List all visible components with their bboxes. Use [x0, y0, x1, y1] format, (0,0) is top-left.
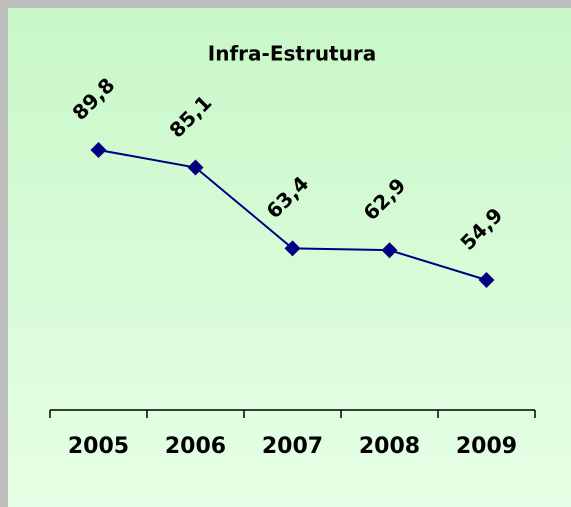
marker: [90, 141, 107, 158]
x-tick-label: 2009: [456, 434, 517, 459]
x-tick-label: 2005: [68, 434, 129, 459]
chart-title: Infra-Estrutura: [208, 42, 376, 66]
marker: [284, 240, 301, 257]
x-tick-label: 2007: [262, 434, 323, 459]
chart-area: [8, 8, 571, 507]
marker: [381, 242, 398, 259]
marker: [478, 271, 495, 288]
x-tick-label: 2006: [165, 434, 226, 459]
marker: [187, 159, 204, 176]
x-tick-label: 2008: [359, 434, 420, 459]
